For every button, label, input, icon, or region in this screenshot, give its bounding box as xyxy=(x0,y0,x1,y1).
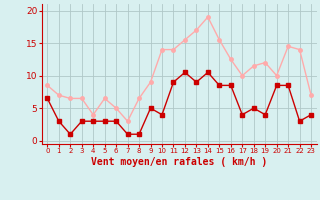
X-axis label: Vent moyen/en rafales ( km/h ): Vent moyen/en rafales ( km/h ) xyxy=(91,157,267,167)
